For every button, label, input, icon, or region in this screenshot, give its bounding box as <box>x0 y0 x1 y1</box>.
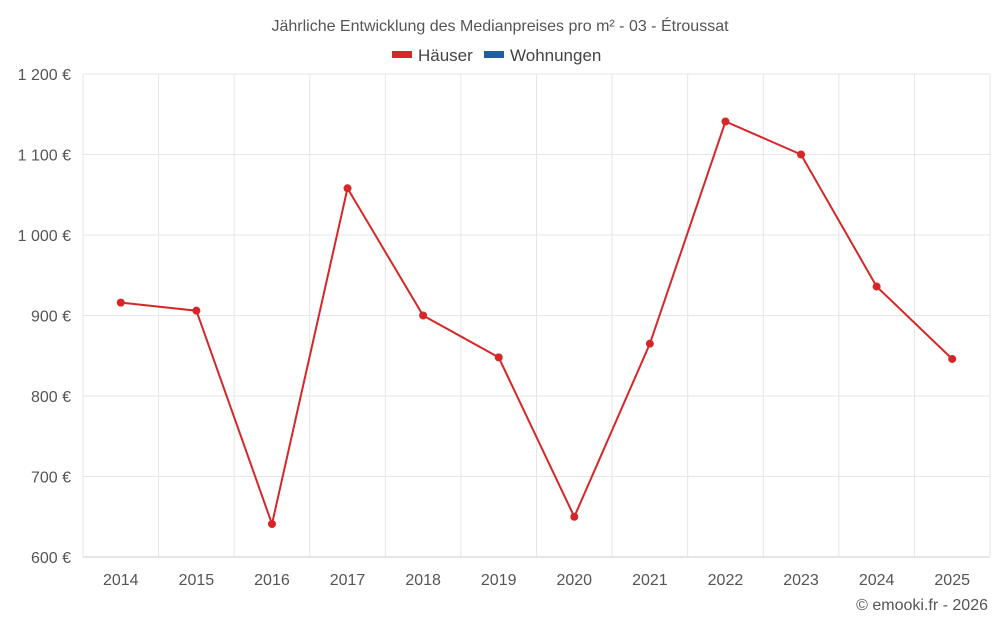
y-tick-label: 600 € <box>31 550 71 567</box>
x-tick-label: 2020 <box>556 572 592 589</box>
x-tick-label: 2019 <box>481 572 517 589</box>
x-tick-label: 2018 <box>405 572 441 589</box>
data-point[interactable] <box>267 519 276 528</box>
y-tick-label: 900 € <box>31 309 71 326</box>
y-axis: 600 € 700 € 800 € 900 € 1 000 € 1 100 € 1 200 … <box>18 67 71 567</box>
legend-swatch <box>392 51 412 58</box>
data-point[interactable] <box>872 282 881 291</box>
legend-label: Häuser <box>418 46 473 65</box>
x-tick-label: 2024 <box>859 572 895 589</box>
x-tick-label: 2017 <box>330 572 366 589</box>
data-point[interactable] <box>419 311 428 320</box>
x-tick-label: 2025 <box>934 572 970 589</box>
y-tick-label: 800 € <box>31 389 71 406</box>
x-tick-label: 2023 <box>783 572 819 589</box>
data-point[interactable] <box>343 184 352 193</box>
data-point[interactable] <box>494 353 503 362</box>
chart-title: Jährliche Entwicklung des Medianpreises … <box>271 16 729 35</box>
x-tick-label: 2016 <box>254 572 290 589</box>
data-point[interactable] <box>570 512 579 521</box>
y-tick-label: 1 000 € <box>18 228 71 245</box>
series-line-h-user <box>120 120 953 528</box>
data-point[interactable] <box>721 117 730 126</box>
x-gridlines <box>82 74 991 557</box>
legend: Häuser Wohnungen <box>392 46 601 65</box>
data-point[interactable] <box>948 354 957 363</box>
data-point[interactable] <box>192 306 201 315</box>
data-point[interactable] <box>116 298 125 307</box>
x-tick-label: 2021 <box>632 572 668 589</box>
x-axis: 2014 2015 2016 2017 2018 2019 2020 2021 2022 2023… <box>103 572 970 589</box>
y-tick-label: 1 100 € <box>18 148 71 165</box>
series-layer <box>116 117 957 528</box>
y-tick-label: 700 € <box>31 470 71 487</box>
x-tick-label: 2015 <box>179 572 215 589</box>
credit-text: © emooki.fr - 2026 <box>856 597 988 614</box>
data-point[interactable] <box>797 150 806 159</box>
y-tick-label: 1 200 € <box>18 67 71 84</box>
data-point[interactable] <box>645 339 654 348</box>
legend-swatch <box>484 51 504 58</box>
x-tick-label: 2022 <box>708 572 744 589</box>
legend-label: Wohnungen <box>510 46 601 65</box>
x-tick-label: 2014 <box>103 572 139 589</box>
